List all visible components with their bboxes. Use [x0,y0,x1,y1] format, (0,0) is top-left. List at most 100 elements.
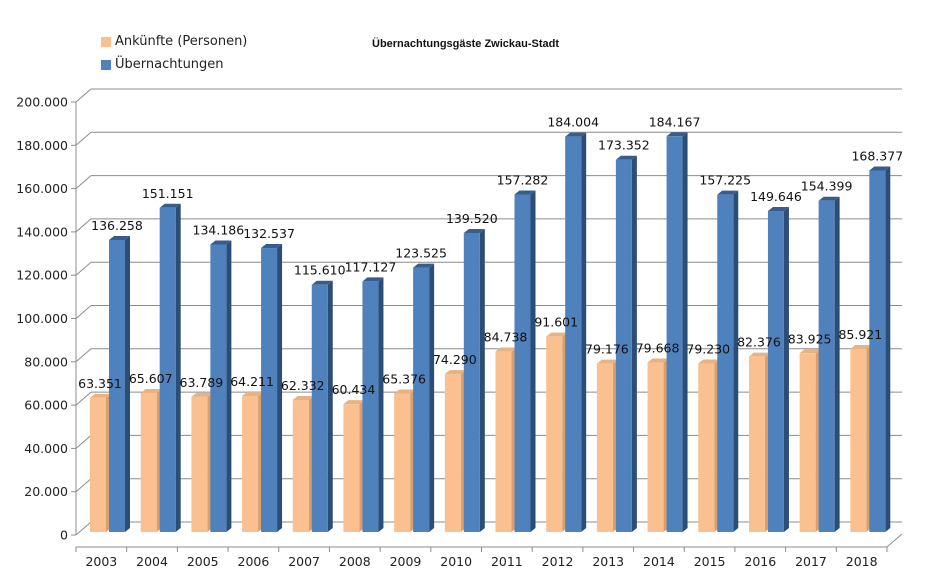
data-label-arrivals: 74.290 [433,352,477,367]
bar-side [733,190,739,532]
x-tick-label: 2018 [846,554,878,569]
bar-front [191,396,208,532]
y-tick-label: 160.000 [16,181,68,196]
bar-front [514,194,531,532]
bar-front [799,353,816,532]
data-label-arrivals: 63.351 [78,376,122,391]
bar-top [140,388,162,393]
bar-side [378,277,384,532]
x-tick-label: 2011 [491,554,523,569]
gridline-side [75,175,92,189]
bar-top [159,203,181,208]
data-label-arrivals: 91.601 [534,315,578,330]
bar-top [514,190,536,195]
bar-front [495,351,512,532]
bar-arrivals-2003 [90,393,111,532]
x-tick-label: 2016 [744,554,776,569]
data-label-overnight-stays: 123.525 [395,246,447,261]
x-tick-label: 2004 [136,554,168,569]
bar-front [210,244,227,532]
bar-top [799,349,821,354]
bar-overnight-stays-2016 [767,207,789,532]
x-tick-label: 2006 [238,554,270,569]
bar-top [261,244,283,249]
data-label-overnight-stays: 154.399 [801,179,853,194]
y-tick-label: 40.000 [24,441,68,456]
y-tick-label: 80.000 [24,354,68,369]
bar-top [666,132,688,137]
x-tick-label: 2012 [542,554,574,569]
bar-top [647,358,669,363]
data-label-arrivals: 62.332 [281,378,325,393]
bar-front [394,393,411,532]
bar-arrivals-2014 [647,358,669,532]
data-label-overnight-stays: 151.151 [142,186,194,201]
data-label-arrivals: 64.211 [230,374,274,389]
bar-overnight-stays-2012 [565,132,587,532]
x-tick-label: 2005 [187,554,219,569]
legend-label-overnight-stays: Übernachtungen [115,57,224,72]
bar-top [343,400,365,405]
data-label-overnight-stays: 134.186 [193,222,245,237]
y-tick-label: 100.000 [16,311,68,326]
bar-top [394,389,416,394]
bar-top [242,391,264,396]
gridline-side [75,305,92,319]
bar-top [90,393,111,398]
bar-front [767,211,784,532]
gridline-side [75,348,92,363]
bar-top [292,396,314,401]
bar-side [175,203,181,532]
bar-side [125,236,130,532]
data-label-overnight-stays: 115.610 [294,263,346,278]
x-tick-label: 2003 [85,554,117,569]
x-tick-label: 2013 [592,554,624,569]
data-label-overnight-stays: 157.225 [699,173,751,188]
gridline-side [75,391,92,406]
data-label-arrivals: 79.668 [636,341,680,356]
bar-side [885,166,891,532]
bar-top [850,344,872,349]
bar-front [463,232,480,532]
bar-top [210,240,232,245]
bar-side [682,132,688,532]
bar-arrivals-2006 [242,391,264,532]
x-tick-label: 2008 [339,554,371,569]
gridline-side [75,88,92,103]
bar-front [698,363,715,532]
bar-top [444,370,466,375]
axes: 0 20.000 40.000 60.000 80.000 100.000 120.000 1… [16,95,903,569]
bar-side [631,155,637,532]
y-tick-label: 20.000 [24,484,68,499]
data-label-arrivals: 85.921 [838,327,882,342]
bar-top [748,352,770,357]
bar-overnight-stays-2011 [514,190,536,532]
data-label-overnight-stays: 117.127 [345,259,397,274]
bar-top [311,280,333,285]
bar-top [698,359,720,364]
data-label-overnight-stays: 168.377 [851,148,903,163]
data-label-arrivals: 79.176 [585,342,629,357]
bar-side [581,132,587,532]
bar-front [140,392,157,532]
legend-item-arrivals: Ankünfte (Personen) [101,30,247,53]
x-tick-label: 2015 [694,554,726,569]
bar-side [783,207,789,532]
bar-front [444,374,461,532]
bar-overnight-stays-2004 [159,203,181,532]
bar-top [615,155,637,160]
bar-top [546,332,568,337]
bar-overnight-stays-2006 [261,244,283,533]
x-tick-label: 2007 [288,554,320,569]
bar-front [615,159,632,532]
bar-overnight-stays-2003 [109,236,130,532]
x-tick-label: 2009 [390,554,422,569]
legend: Ankünfte (Personen) Übernachtungen [101,30,247,76]
bar-top [362,277,384,282]
data-label-arrivals: 63.789 [180,375,224,390]
floor-edge [886,533,903,548]
bar-arrivals-2004 [140,388,162,532]
data-label-overnight-stays: 132.537 [243,226,295,241]
gridline-side [75,521,92,536]
